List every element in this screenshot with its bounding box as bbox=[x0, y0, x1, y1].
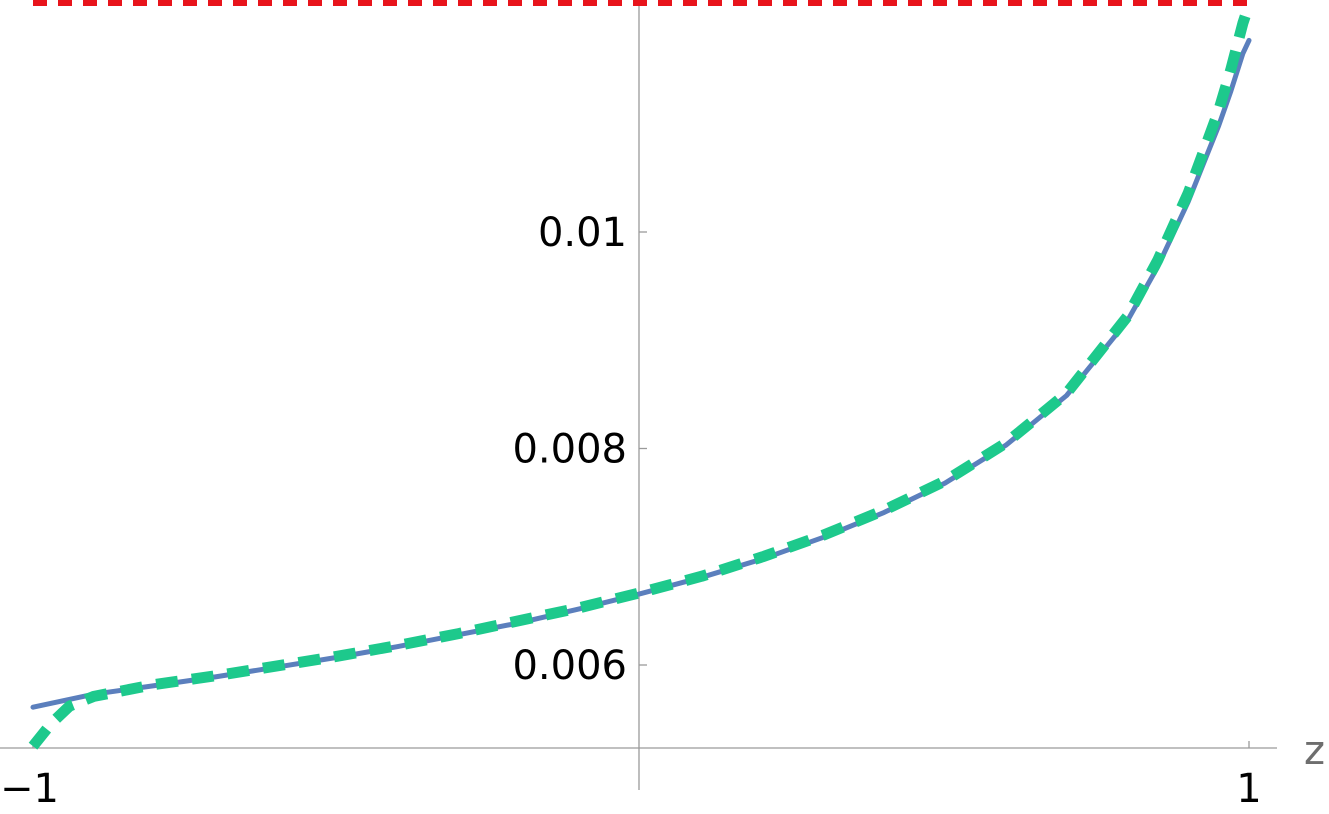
y-tick-label: 0.008 bbox=[512, 427, 627, 473]
y-ticks: 0.006 0.008 0.01 bbox=[512, 210, 647, 689]
x-axis-title: z bbox=[1304, 728, 1325, 774]
y-tick-label: 0.006 bbox=[512, 643, 627, 689]
series-layer bbox=[28, 0, 1255, 750]
x-tick-label: 1 bbox=[1236, 766, 1261, 812]
series-line-solid bbox=[30, 37, 1252, 710]
x-tick-label: −1 bbox=[0, 766, 59, 812]
series-line-green-dashed bbox=[28, 2, 1255, 750]
y-tick-label: 0.01 bbox=[538, 210, 627, 256]
x-ticks: −1 1 bbox=[0, 741, 1262, 812]
